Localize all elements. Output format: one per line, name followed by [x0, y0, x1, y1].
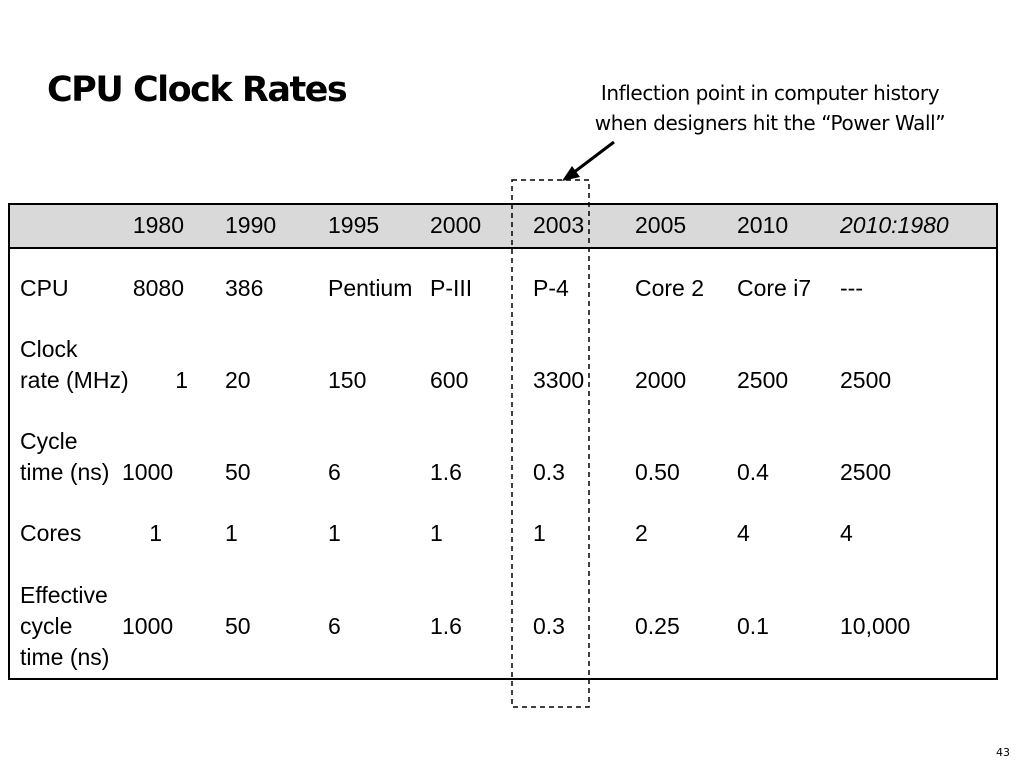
year-2010: 2010: [737, 212, 789, 238]
effective-1980: 1000: [122, 613, 174, 639]
cores-2000: 1: [430, 520, 443, 546]
clock-1980: 1: [175, 367, 188, 393]
cores-2003: 1: [533, 520, 546, 546]
cores-1995: 1: [328, 520, 341, 546]
cpu-1995: Pentium: [328, 275, 413, 301]
row-label-clock-line1: Clock: [20, 336, 78, 362]
row-label-cores: Cores: [20, 520, 82, 546]
year-1990: 1990: [225, 212, 277, 238]
cpu-1980: 8080: [132, 275, 184, 301]
cycle-2005: 0.50: [635, 459, 680, 485]
effective-ratio: 10,000: [840, 613, 911, 639]
cpu-2003: P-4: [533, 275, 569, 301]
ratio-2010-1980: 2010:1980: [840, 212, 949, 238]
cores-ratio: 4: [840, 520, 853, 546]
cores-1990: 1: [225, 520, 238, 546]
pointer-arrow-icon: [562, 140, 615, 181]
cpu-2005: Core 2: [635, 275, 705, 301]
effective-2003: 0.3: [533, 613, 565, 639]
effective-1995: 6: [328, 613, 341, 639]
effective-2010: 0.1: [737, 613, 769, 639]
row-label-effective-line1: Effective: [20, 582, 108, 608]
callout-line-1: Inflection point in computer history: [600, 81, 940, 105]
clock-1995: 150: [328, 367, 367, 393]
cycle-2000: 1.6: [430, 459, 462, 485]
clock-1990: 20: [225, 367, 251, 393]
cpu-2000: P-III: [430, 275, 473, 301]
cores-2010: 4: [737, 520, 750, 546]
year-2005: 2005: [635, 212, 687, 238]
slide-title: CPU Clock Rates: [47, 70, 348, 110]
clock-2005: 2000: [635, 367, 687, 393]
cpu-2010: Core i7: [737, 275, 812, 301]
row-label-effective-line2: cycle: [20, 613, 73, 639]
cpu-1990: 386: [225, 275, 264, 301]
slide-number: 43: [996, 746, 1010, 759]
cpu-clock-table: 1980 1990 1995 2000 2003 2005 2010 2010:…: [8, 203, 998, 680]
cycle-1990: 50: [225, 459, 251, 485]
clock-2000: 600: [430, 367, 469, 393]
year-1980: 1980: [132, 212, 184, 238]
cycle-ratio: 2500: [840, 459, 892, 485]
cycle-1995: 6: [328, 459, 341, 485]
row-label-cpu: CPU: [20, 275, 69, 301]
cycle-2003: 0.3: [533, 459, 565, 485]
callout-line-2: when designers hit the “Power Wall”: [594, 111, 946, 135]
row-label-clock-line2: rate (MHz): [20, 367, 129, 393]
clock-2003: 3300: [533, 367, 585, 393]
cores-1980: 1: [149, 520, 162, 546]
cpu-ratio: ---: [840, 275, 863, 301]
clock-ratio: 2500: [840, 367, 892, 393]
row-label-effective-line3: time (ns): [20, 644, 110, 670]
cycle-2010: 0.4: [737, 459, 769, 485]
effective-2000: 1.6: [430, 613, 462, 639]
effective-1990: 50: [225, 613, 251, 639]
cores-2005: 2: [635, 520, 648, 546]
year-1995: 1995: [328, 212, 380, 238]
cycle-1980: 1000: [122, 459, 174, 485]
row-label-cycle-line1: Cycle: [20, 428, 78, 454]
row-label-cycle-line2: time (ns): [20, 459, 110, 485]
year-2003: 2003: [533, 212, 585, 238]
table-header-row: 1980 1990 1995 2000 2003 2005 2010 2010:…: [10, 205, 996, 249]
clock-2010: 2500: [737, 367, 789, 393]
effective-2005: 0.25: [635, 613, 680, 639]
year-2000: 2000: [430, 212, 482, 238]
callout-annotation: Inflection point in computer history whe…: [560, 78, 980, 138]
